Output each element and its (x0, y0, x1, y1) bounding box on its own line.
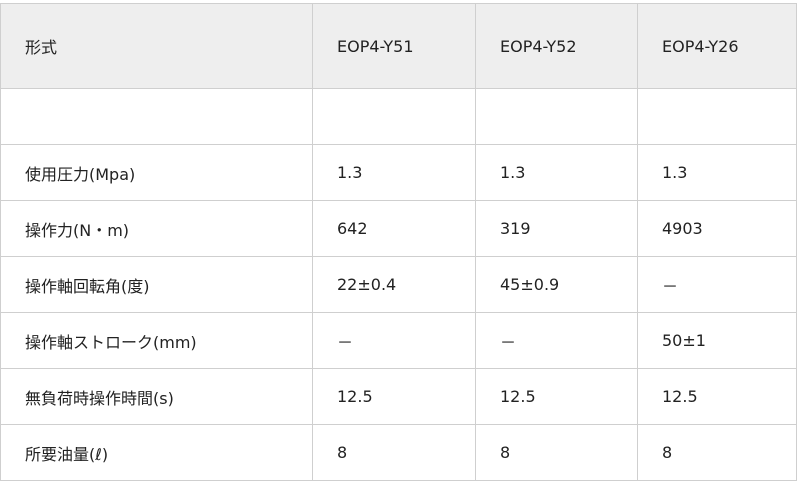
table-cell: 12.5 (637, 368, 797, 425)
header-row: 形式 EOP4-Y51 EOP4-Y52 EOP4-Y26 (0, 3, 797, 89)
table-cell: 4903 (637, 200, 797, 257)
spec-table: 形式 EOP4-Y51 EOP4-Y52 EOP4-Y26 使用圧力(Mpa) 1.3 1… (0, 3, 797, 481)
table-cell: 319 (475, 200, 638, 257)
row-label: 操作軸ストローク(mm) (0, 312, 313, 369)
table-cell: － (312, 312, 476, 369)
table-cell: 8 (637, 424, 797, 481)
table-cell: 12.5 (312, 368, 476, 425)
table-cell: 1.3 (475, 144, 638, 201)
row-label: 無負荷時操作時間(s) (0, 368, 313, 425)
spacer-cell (0, 88, 313, 145)
header-cell: EOP4-Y51 (312, 3, 476, 89)
table-row: 操作軸回転角(度) 22±0.4 45±0.9 － (0, 256, 797, 313)
table-cell: 642 (312, 200, 476, 257)
table-row: 操作軸ストローク(mm) －－ 50±1 (0, 312, 797, 369)
table-cell: 50±1 (637, 312, 797, 369)
table-cell: － (637, 256, 797, 313)
table-cell: 22±0.4 (312, 256, 476, 313)
table-cell: 45±0.9 (475, 256, 638, 313)
header-cell: 形式 (0, 3, 313, 89)
table-row: 操作力(N・m) 642 319 4903 (0, 200, 797, 257)
row-label: 使用圧力(Mpa) (0, 144, 313, 201)
spec-table-container: 形式 EOP4-Y51 EOP4-Y52 EOP4-Y26 使用圧力(Mpa) 1.3 1… (0, 3, 797, 481)
table-cell: 1.3 (637, 144, 797, 201)
row-label: 操作軸回転角(度) (0, 256, 313, 313)
table-cell: 1.3 (312, 144, 476, 201)
page: 形式 EOP4-Y51 EOP4-Y52 EOP4-Y26 使用圧力(Mpa) 1.3 1… (0, 3, 797, 481)
table-cell: 12.5 (475, 368, 638, 425)
header-cell: EOP4-Y26 (637, 3, 797, 89)
table-row: 使用圧力(Mpa) 1.3 1.3 1.3 (0, 144, 797, 201)
table-cell: － (475, 312, 638, 369)
spacer-cell (475, 88, 638, 145)
spacer-row (0, 88, 797, 145)
row-label: 操作力(N・m) (0, 200, 313, 257)
row-label: 所要油量(ℓ) (0, 424, 313, 481)
table-row: 所要油量(ℓ) 8 8 8 (0, 424, 797, 481)
spacer-cell (312, 88, 476, 145)
spacer-cell (637, 88, 797, 145)
table-cell: 8 (312, 424, 476, 481)
header-cell: EOP4-Y52 (475, 3, 638, 89)
table-cell: 8 (475, 424, 638, 481)
table-row: 無負荷時操作時間(s) 12.5 12.5 12.5 (0, 368, 797, 425)
table-body: 使用圧力(Mpa) 1.3 1.3 1.3 操作力(N・m) 642 319 4903 操作軸回… (0, 88, 797, 481)
